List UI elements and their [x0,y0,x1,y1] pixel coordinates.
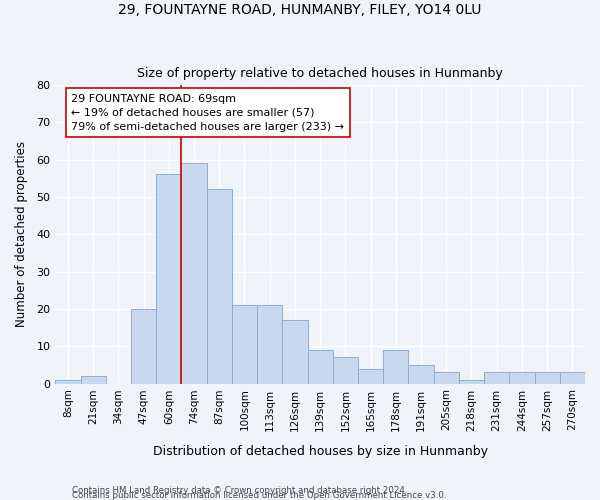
X-axis label: Distribution of detached houses by size in Hunmanby: Distribution of detached houses by size … [152,444,488,458]
Title: Size of property relative to detached houses in Hunmanby: Size of property relative to detached ho… [137,66,503,80]
Bar [308,350,333,384]
Bar [131,309,156,384]
Bar [459,380,484,384]
Bar [232,305,257,384]
Bar [206,190,232,384]
Text: 29 FOUNTAYNE ROAD: 69sqm
← 19% of detached houses are smaller (57)
79% of semi-d: 29 FOUNTAYNE ROAD: 69sqm ← 19% of detach… [71,94,344,132]
Bar [181,164,206,384]
Bar [55,380,80,384]
Bar [383,350,409,384]
Bar [535,372,560,384]
Bar [409,365,434,384]
Bar [560,372,585,384]
Text: 29, FOUNTAYNE ROAD, HUNMANBY, FILEY, YO14 0LU: 29, FOUNTAYNE ROAD, HUNMANBY, FILEY, YO1… [118,2,482,16]
Y-axis label: Number of detached properties: Number of detached properties [15,141,28,327]
Bar [484,372,509,384]
Bar [283,320,308,384]
Bar [156,174,181,384]
Bar [509,372,535,384]
Text: Contains HM Land Registry data © Crown copyright and database right 2024.: Contains HM Land Registry data © Crown c… [72,486,407,495]
Bar [358,368,383,384]
Bar [80,376,106,384]
Bar [333,358,358,384]
Bar [257,305,283,384]
Bar [434,372,459,384]
Text: Contains public sector information licensed under the Open Government Licence v3: Contains public sector information licen… [72,491,446,500]
